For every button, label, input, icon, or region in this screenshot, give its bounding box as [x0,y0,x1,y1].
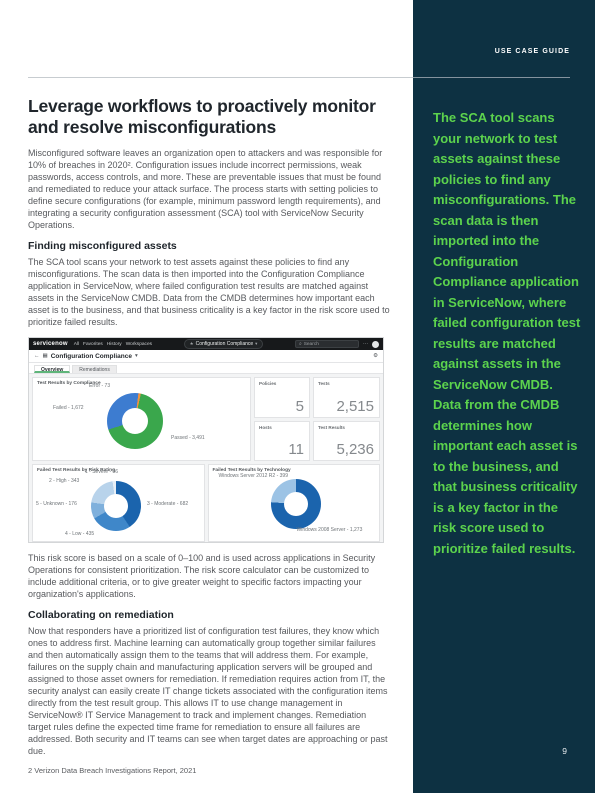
intro-paragraph: Misconfigured software leaves an organiz… [28,148,383,230]
page-number: 9 [562,746,567,756]
nav-item-history: History [106,341,122,347]
risk-rating-donut-chart [91,481,141,531]
nav-item-workspaces: Workspaces [125,341,153,347]
risk-score-paragraph: This risk score is based on a scale of 0… [28,553,376,599]
panel-title: Failed Test Results by Risk Rating [37,468,116,473]
nav-item-all: All [73,341,80,347]
servicenow-top-nav: servicenow All Favorites History Workspa… [29,338,383,350]
stat-label: Hosts [259,424,272,430]
panel-failed-by-risk-rating: Failed Test Results by Risk Rating 1 - S… [32,464,205,542]
page-title: Leverage workflows to proactively monito… [28,96,376,137]
sidebar-pullquote: The SCA tool scans your network to test … [433,110,581,556]
section-heading-finding-assets: Finding misconfigured assets [28,240,177,252]
stat-label: Policies [259,381,277,386]
stat-label: Test Results [318,424,345,430]
stat-card-tests: Tests 2,515 [313,377,380,418]
context-switcher: ★ Configuration Compliance ▾ [183,339,264,349]
collaborating-paragraph: Now that responders have a prioritized l… [28,626,388,756]
section-heading-collaborating: Collaborating on remediation [28,609,174,621]
header-extra-icons: ··· [363,341,368,347]
grid-icon: ▦ [42,353,48,359]
stat-value: 11 [288,441,304,458]
panel-title: Failed Test Results by Technology [212,468,291,473]
sidebar-divider [413,77,570,78]
compliance-donut-chart [107,393,163,449]
stat-card-hosts: Hosts 11 [254,420,310,461]
stat-value: 5,236 [336,441,374,458]
finding-assets-paragraph: The SCA tool scans your network to test … [28,257,390,327]
doc-type-label: USE CASE GUIDE [494,48,570,55]
dashboard-body: Test Results by Compliance Error - 73 Fa… [29,374,383,542]
chart-label-high: 2 - High - 343 [49,478,80,484]
stat-label: Tests [318,381,330,386]
star-icon: ★ [189,341,194,346]
back-arrow-icon: ← [34,353,40,359]
chart-label-windows-2012: Windows Server 2012 R2 - 399 [218,473,288,479]
nav-item-favorites: Favorites [83,341,103,347]
main-content: Leverage workflows to proactively monito… [28,0,390,775]
search-icon: ⌕ [299,342,302,347]
gear-icon: ⚙ [373,353,378,359]
sidebar-panel: USE CASE GUIDE The SCA tool scans your n… [413,0,595,793]
panel-title: Test Results by Compliance [37,381,101,386]
caret-down-icon: ▾ [255,341,258,346]
chart-label-failed: Failed - 1,672 [53,405,84,411]
avatar [372,340,379,348]
breadcrumb: Configuration Compliance [50,352,132,360]
header-divider [28,77,413,78]
stat-value: 5 [295,397,304,415]
stat-card-policies: Policies 5 [254,377,310,418]
chart-label-moderate: 3 - Moderate - 682 [147,501,189,507]
context-label: Configuration Compliance [195,341,254,347]
search-input: ⌕ Search [295,340,359,348]
footnote: 2 Verizon Data Breach Investigations Rep… [28,766,197,775]
chart-label-severe: 1 - Severe - 36 [85,469,119,475]
tab-remediations: Remediations [72,365,117,373]
caret-down-icon: ▾ [134,353,138,359]
technology-donut-chart [270,479,321,529]
servicenow-breadcrumb-bar: ← ▦ Configuration Compliance ▾ ⚙ [29,350,383,363]
chart-label-error: Error - 73 [89,383,111,389]
chart-label-windows-2008: Windows 2008 Server - 1,273 [296,527,363,533]
stat-cards: Policies 5 Tests 2,515 Hosts 11 Test R [254,377,380,461]
stat-card-test-results: Test Results 5,236 [313,420,380,461]
panel-test-results-by-compliance: Test Results by Compliance Error - 73 Fa… [32,377,251,461]
servicenow-logo: servicenow [33,341,68,347]
chart-label-passed: Passed - 3,491 [171,435,205,441]
servicenow-screenshot: servicenow All Favorites History Workspa… [28,337,384,543]
dashboard-tabs: Overview Remediations [29,363,383,374]
tab-overview: Overview [34,365,71,373]
search-placeholder: Search [303,341,319,347]
stat-value: 2,515 [336,397,374,415]
chart-label-low: 4 - Low - 435 [65,531,95,537]
panel-failed-by-technology: Failed Test Results by Technology Window… [207,464,380,542]
chart-label-unknown: 5 - Unknown - 176 [36,501,77,507]
